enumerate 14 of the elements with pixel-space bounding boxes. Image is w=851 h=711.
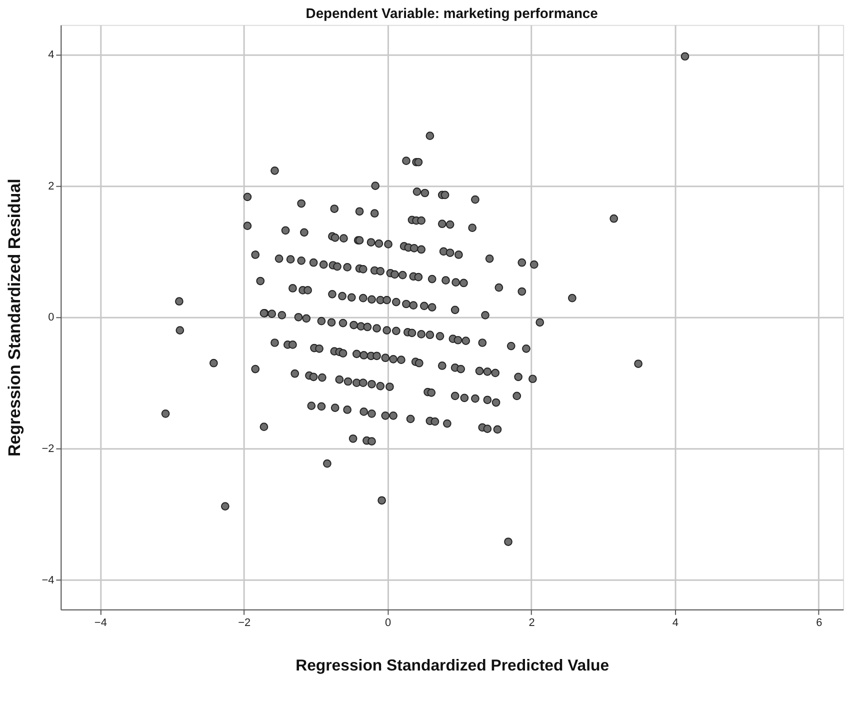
x-tick-label: −4 <box>94 616 107 629</box>
x-axis-title: Regression Standardized Predicted Value <box>296 658 610 675</box>
x-tick-label: 6 <box>816 616 822 629</box>
y-tick-label: −2 <box>42 442 54 455</box>
x-tick-label: 4 <box>672 616 678 629</box>
y-tick-label: 2 <box>48 180 54 192</box>
chart-title: Dependent Variable: marketing performance <box>306 4 598 21</box>
x-tick-label: 0 <box>385 616 392 629</box>
y-axis-title: Regression Standardized Residual <box>4 178 24 457</box>
y-tick-label: 4 <box>48 48 54 61</box>
y-tick-label: −4 <box>42 574 54 586</box>
x-tick-label: −2 <box>238 616 251 629</box>
x-tick-label: 2 <box>528 616 535 629</box>
y-tick-label: 0 <box>48 312 54 324</box>
